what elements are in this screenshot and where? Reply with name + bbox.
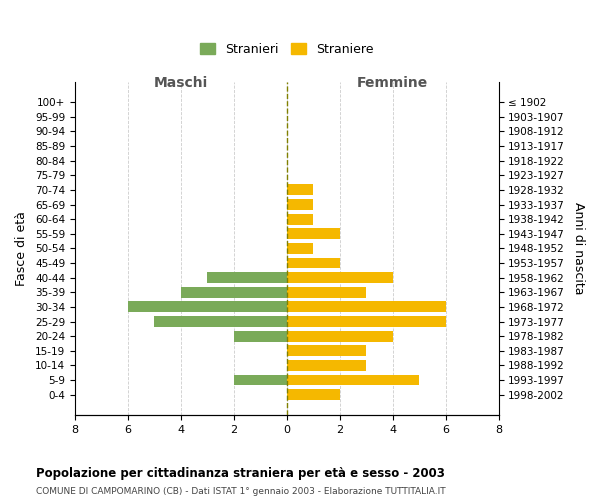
Legend: Stranieri, Straniere: Stranieri, Straniere [195,38,379,60]
Bar [287,316,446,327]
Bar [287,272,392,283]
Bar [287,228,340,239]
Bar [287,199,313,210]
Text: Maschi: Maschi [154,76,208,90]
Bar [287,346,366,356]
Bar [287,360,366,371]
Bar [234,374,287,386]
Bar [234,330,287,342]
Bar [287,214,313,224]
Text: Popolazione per cittadinanza straniera per età e sesso - 2003: Popolazione per cittadinanza straniera p… [36,468,445,480]
Bar [287,330,392,342]
Bar [287,258,340,268]
Bar [287,302,446,312]
Text: Femmine: Femmine [357,76,428,90]
Y-axis label: Anni di nascita: Anni di nascita [572,202,585,294]
Bar [181,287,287,298]
Bar [154,316,287,327]
Bar [287,243,313,254]
Bar [287,374,419,386]
Bar [287,287,366,298]
Bar [208,272,287,283]
Y-axis label: Fasce di età: Fasce di età [15,211,28,286]
Bar [287,184,313,196]
Bar [287,389,340,400]
Text: COMUNE DI CAMPOMARINO (CB) - Dati ISTAT 1° gennaio 2003 - Elaborazione TUTTITALI: COMUNE DI CAMPOMARINO (CB) - Dati ISTAT … [36,488,446,496]
Bar [128,302,287,312]
